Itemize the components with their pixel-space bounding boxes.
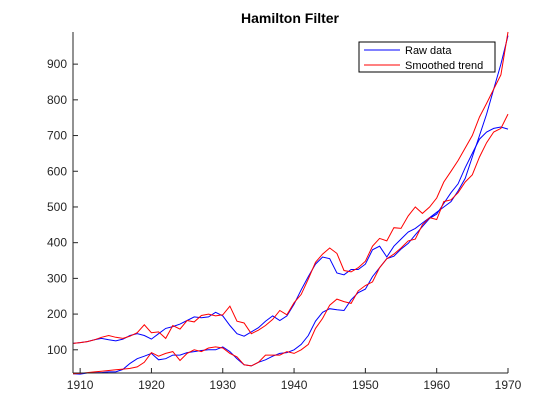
axes-layer: 1910 1920 1930 1940 1950 1960 1970 100 200 300 400… xyxy=(47,32,522,392)
y-tick-label: 100 xyxy=(47,343,67,357)
y-tick-label: 800 xyxy=(47,93,67,107)
x-tick-label: 1970 xyxy=(495,378,522,392)
legend-label-raw-data: Raw data xyxy=(405,45,452,57)
y-tick-label: 300 xyxy=(47,271,67,285)
series-line-4 xyxy=(72,113,509,375)
x-tick-label: 1930 xyxy=(209,378,236,392)
legend-box xyxy=(358,41,496,73)
y-tick-label: 700 xyxy=(47,129,67,143)
y-tick-label: 200 xyxy=(47,307,67,321)
x-tick-label: 1920 xyxy=(138,378,165,392)
y-tick-label: 400 xyxy=(47,236,67,250)
series-line-2 xyxy=(72,31,509,344)
series-layer xyxy=(72,31,509,375)
plot-area: 1910 1920 1930 1940 1950 1960 1970 100 200 300 400… xyxy=(47,31,522,392)
y-tick-label: 500 xyxy=(47,200,67,214)
series-line-3 xyxy=(72,126,509,375)
legend-label-smoothed-trend: Smoothed trend xyxy=(405,60,483,72)
chart-title: Hamilton Filter xyxy=(241,10,340,26)
series-line-1 xyxy=(72,35,509,344)
legend: Raw data Smoothed trend xyxy=(358,41,496,73)
y-tick-label: 900 xyxy=(47,57,67,71)
x-tick-label: 1940 xyxy=(281,378,308,392)
y-tick-label: 600 xyxy=(47,164,67,178)
x-tick-label: 1950 xyxy=(352,378,379,392)
x-tick-label: 1910 xyxy=(67,378,94,392)
x-tick-label: 1960 xyxy=(423,378,450,392)
